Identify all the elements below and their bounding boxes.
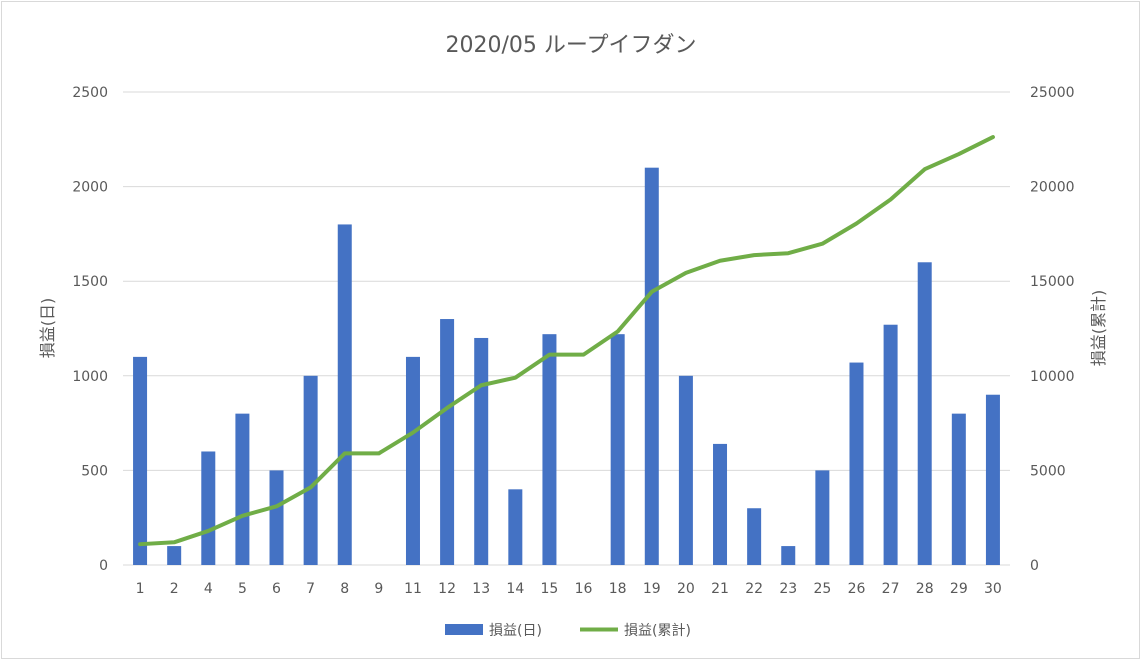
left-tick-label: 2500	[72, 85, 108, 101]
bar	[849, 362, 864, 565]
right-tick-label: 15000	[1030, 274, 1075, 290]
right-axis-ticks: 0 5000 10000 15000 20000 25000	[1030, 85, 1075, 574]
x-tick-label: 6	[272, 581, 281, 597]
right-tick-label: 10000	[1030, 369, 1075, 385]
left-tick-label: 1500	[72, 274, 108, 290]
x-tick-label: 16	[575, 581, 593, 597]
bar	[201, 451, 216, 565]
bar	[644, 167, 659, 565]
left-axis-ticks: 0 500 1000 1500 2000 2500	[72, 85, 108, 574]
bar	[883, 324, 898, 565]
right-tick-label: 20000	[1030, 180, 1075, 196]
x-tick-label: 9	[374, 581, 383, 597]
bar	[951, 413, 966, 565]
bar	[542, 334, 557, 565]
x-tick-label: 26	[848, 581, 866, 597]
x-tick-label: 23	[779, 581, 797, 597]
x-tick-label: 22	[745, 581, 763, 597]
x-tick-label: 2	[170, 581, 179, 597]
right-tick-label: 0	[1030, 558, 1039, 574]
right-tick-label: 25000	[1030, 85, 1075, 101]
x-tick-label: 30	[984, 581, 1002, 597]
bar	[713, 443, 728, 565]
left-tick-label: 1000	[72, 369, 108, 385]
right-axis-title: 損益(累計)	[1089, 290, 1108, 367]
bar	[133, 356, 148, 565]
bar	[337, 224, 352, 565]
x-tick-label: 11	[404, 581, 422, 597]
x-tick-label: 8	[340, 581, 349, 597]
bar	[405, 356, 420, 565]
line-series	[138, 135, 995, 547]
x-tick-label: 5	[238, 581, 247, 597]
left-tick-label: 500	[81, 463, 108, 479]
legend: 損益(日) 損益(累計)	[445, 623, 691, 639]
bar	[269, 470, 284, 565]
bar	[508, 489, 523, 565]
left-axis-title: 損益(日)	[38, 298, 57, 359]
gridlines	[123, 91, 1010, 566]
x-tick-label: 1	[136, 581, 145, 597]
legend-label-bar: 損益(日)	[489, 623, 542, 639]
bar	[985, 394, 1000, 565]
bar	[167, 546, 182, 565]
x-tick-label: 12	[438, 581, 456, 597]
bar	[440, 319, 455, 565]
x-axis-ticks: 1 2 4 5 6 7 8 9 11 12 13 14 15 16 18 19 20 21 22 23 25 26 27 28…	[136, 581, 1002, 597]
left-tick-label: 2000	[72, 180, 108, 196]
bar	[678, 375, 693, 565]
bar	[474, 337, 489, 565]
x-tick-label: 28	[916, 581, 934, 597]
x-tick-label: 4	[204, 581, 213, 597]
bar-series	[133, 167, 1000, 565]
x-tick-label: 25	[813, 581, 831, 597]
left-tick-label: 0	[99, 558, 108, 574]
legend-swatch-bar	[445, 624, 483, 635]
bar	[781, 546, 796, 565]
bar	[303, 375, 318, 565]
x-tick-label: 29	[950, 581, 968, 597]
legend-label-line: 損益(累計)	[624, 623, 691, 639]
x-tick-label: 18	[609, 581, 627, 597]
bar	[917, 262, 932, 565]
bar	[815, 470, 830, 565]
bar	[235, 413, 250, 565]
x-tick-label: 15	[541, 581, 559, 597]
right-tick-label: 5000	[1030, 463, 1066, 479]
x-tick-label: 7	[306, 581, 315, 597]
chart-title: 2020/05 ループイフダン	[445, 33, 696, 58]
x-tick-label: 14	[506, 581, 524, 597]
x-tick-label: 27	[882, 581, 900, 597]
x-tick-label: 19	[643, 581, 661, 597]
x-tick-label: 21	[711, 581, 729, 597]
bar	[747, 508, 762, 565]
x-tick-label: 13	[472, 581, 490, 597]
x-tick-label: 20	[677, 581, 695, 597]
bar	[610, 334, 625, 565]
line-series-group	[138, 135, 995, 547]
